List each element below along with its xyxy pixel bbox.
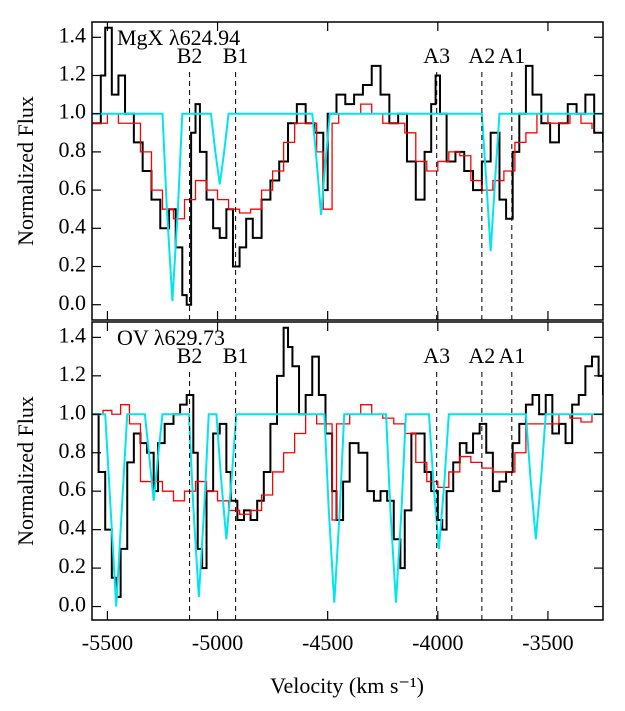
y-tick-label: 1.2 bbox=[59, 61, 87, 86]
marker-label: A3 bbox=[423, 343, 450, 368]
y-tick-label: 0.0 bbox=[59, 290, 87, 315]
panel: 0.0 0.2 0.4 0.6 0.8 1.0 1.2 1.4 -5500 -5000 -4500 -… bbox=[13, 321, 604, 655]
y-tick-label: 1.0 bbox=[59, 99, 87, 124]
y-tick-label: 0.4 bbox=[59, 515, 87, 540]
marker-label: B2 bbox=[177, 343, 203, 368]
plot-frame bbox=[91, 321, 604, 621]
panel-title: OV λ629.73 bbox=[117, 325, 225, 350]
spectrum-line bbox=[92, 413, 603, 607]
plot-frame bbox=[91, 21, 604, 321]
y-tick-label: 0.8 bbox=[59, 438, 87, 463]
y-tick-label: 0.0 bbox=[59, 592, 87, 617]
panel-title: MgX λ624.94 bbox=[117, 25, 240, 50]
y-tick-label: 1.2 bbox=[59, 361, 87, 386]
marker-label: A1 bbox=[498, 43, 525, 68]
y-tick-label: 0.8 bbox=[59, 137, 87, 162]
marker-label: A3 bbox=[423, 43, 450, 68]
spectrum-line bbox=[92, 404, 593, 521]
y-axis-label: Normalized Flux bbox=[13, 96, 38, 246]
panel: 0.0 0.2 0.4 0.6 0.8 1.0 1.2 1.4 B2 B1 A3 A2 A1 MgX λ6… bbox=[13, 21, 604, 321]
spectrum-line bbox=[92, 103, 593, 220]
x-tick-label: -5000 bbox=[192, 630, 243, 655]
x-tick-label: -4500 bbox=[302, 630, 353, 655]
y-tick-label: 0.2 bbox=[59, 252, 87, 277]
marker-label: A1 bbox=[498, 343, 525, 368]
spectrum-line bbox=[92, 26, 603, 306]
y-tick-label: 0.6 bbox=[59, 476, 87, 501]
marker-label: A2 bbox=[468, 343, 495, 368]
marker-label: A2 bbox=[468, 43, 495, 68]
y-tick-label: 0.6 bbox=[59, 175, 87, 200]
y-tick-label: 0.4 bbox=[59, 213, 87, 238]
y-tick-label: 1.4 bbox=[59, 22, 87, 47]
marker-label: B2 bbox=[177, 43, 203, 68]
x-tick-label: -3500 bbox=[522, 630, 573, 655]
y-tick-label: 0.2 bbox=[59, 553, 87, 578]
x-tick-label: -4000 bbox=[412, 630, 463, 655]
y-tick-label: 1.4 bbox=[59, 322, 87, 347]
marker-label: B1 bbox=[223, 343, 249, 368]
spectrum-line bbox=[92, 112, 603, 301]
y-axis-label: Normalized Flux bbox=[13, 396, 38, 546]
x-axis-label: Velocity (km s⁻¹) bbox=[270, 673, 424, 698]
spectrum-line bbox=[92, 326, 603, 598]
marker-label: B1 bbox=[223, 43, 249, 68]
x-tick-label: -5500 bbox=[82, 630, 133, 655]
y-tick-label: 1.0 bbox=[59, 399, 87, 424]
